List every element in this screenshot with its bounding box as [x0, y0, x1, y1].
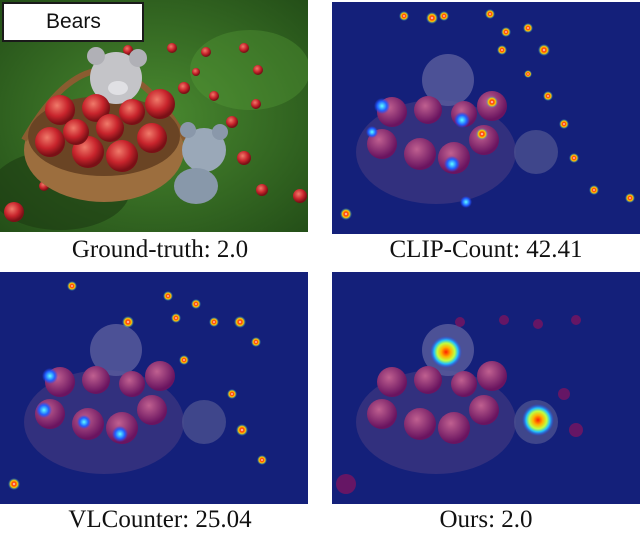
vlcounter-heatmap	[0, 272, 308, 504]
ground-truth-caption: Ground-truth: 2.0	[71, 236, 249, 263]
ground-truth-image: Bears	[0, 0, 308, 232]
ours-caption: Ours: 2.0	[439, 506, 533, 533]
ours-heatmap	[332, 272, 640, 504]
query-label: Bears	[2, 2, 144, 42]
vlcounter-caption: VLCounter: 25.04	[68, 506, 252, 533]
clip-count-heatmap	[332, 2, 640, 234]
clip-count-caption: CLIP-Count: 42.41	[389, 236, 583, 263]
